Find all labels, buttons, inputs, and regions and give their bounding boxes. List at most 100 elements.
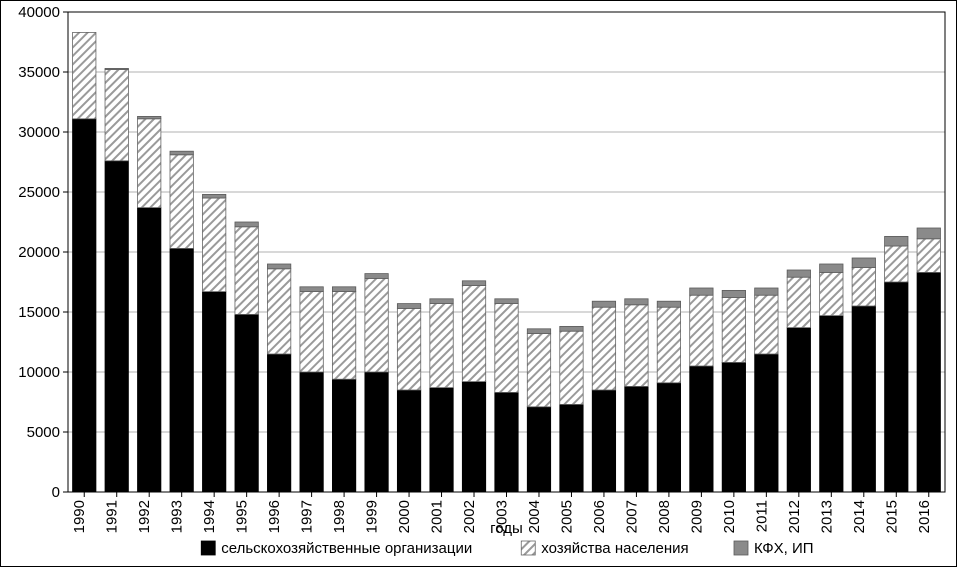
- bar-segment: [495, 304, 518, 393]
- legend-label: КФХ, ИП: [754, 540, 814, 557]
- bar-segment: [560, 331, 583, 404]
- bar-segment: [138, 208, 161, 492]
- x-tick-label: 1998: [331, 500, 348, 533]
- bar-segment: [267, 269, 290, 354]
- bar-segment: [560, 404, 583, 492]
- chart-container: 0500010000150002000025000300003500040000…: [0, 0, 957, 567]
- legend-label: сельскохозяйственные организации: [221, 540, 472, 557]
- x-axis-title: годы: [490, 520, 523, 537]
- x-tick-label: 2010: [721, 500, 738, 533]
- bar-segment: [852, 268, 875, 306]
- bar-segment: [365, 278, 388, 372]
- bar-segment: [430, 388, 453, 492]
- x-tick-label: 2009: [688, 500, 705, 533]
- bar-segment: [332, 379, 355, 492]
- x-tick-label: 2013: [818, 500, 835, 533]
- bar-segment: [852, 306, 875, 492]
- bar-segment: [430, 304, 453, 388]
- bar-segment: [527, 407, 550, 492]
- x-tick-label: 2000: [396, 500, 413, 533]
- bar-segment: [73, 119, 96, 492]
- bar-segment: [657, 307, 680, 383]
- legend-swatch: [521, 541, 535, 555]
- bar-segment: [365, 274, 388, 279]
- y-tick-label: 5000: [27, 424, 60, 441]
- bar-segment: [820, 272, 843, 315]
- legend-label: хозяйства населения: [541, 540, 688, 557]
- y-tick-label: 40000: [18, 4, 60, 21]
- x-tick-label: 2011: [753, 500, 770, 532]
- bar-segment: [755, 295, 778, 354]
- bar-segment: [105, 68, 128, 69]
- bar-segment: [462, 286, 485, 382]
- x-tick-label: 1996: [266, 500, 283, 533]
- bar-segment: [300, 287, 323, 292]
- bar-segment: [527, 334, 550, 407]
- bar-segment: [820, 316, 843, 492]
- bar-segment: [300, 372, 323, 492]
- bar-segment: [495, 299, 518, 304]
- x-tick-label: 2015: [883, 500, 900, 533]
- bar-segment: [495, 392, 518, 492]
- bar-segment: [365, 372, 388, 492]
- bar-segment: [885, 246, 908, 282]
- bar-segment: [690, 295, 713, 366]
- bar-segment: [170, 248, 193, 492]
- bar-segment: [820, 264, 843, 272]
- bar-segment: [722, 362, 745, 492]
- bar-segment: [625, 305, 648, 387]
- bar-segment: [462, 281, 485, 286]
- x-tick-label: 2006: [591, 500, 608, 533]
- x-tick-label: 2016: [916, 500, 933, 533]
- x-tick-label: 2004: [526, 500, 543, 533]
- x-tick-label: 2007: [623, 500, 640, 533]
- x-tick-label: 2005: [558, 500, 575, 533]
- y-tick-label: 10000: [18, 364, 60, 381]
- x-tick-label: 2012: [786, 500, 803, 533]
- bar-segment: [722, 290, 745, 297]
- bar-segment: [755, 354, 778, 492]
- bar-segment: [332, 292, 355, 380]
- y-tick-label: 35000: [18, 64, 60, 81]
- y-tick-label: 30000: [18, 124, 60, 141]
- bar-segment: [235, 314, 258, 492]
- x-tick-label: 1997: [299, 500, 316, 533]
- bar-segment: [690, 366, 713, 492]
- bar-segment: [397, 308, 420, 390]
- bar-segment: [722, 298, 745, 363]
- x-tick-label: 1999: [364, 500, 381, 533]
- bar-segment: [625, 386, 648, 492]
- legend-swatch: [734, 541, 748, 555]
- bar-segment: [73, 32, 96, 118]
- legend-swatch: [201, 541, 215, 555]
- bar-segment: [462, 382, 485, 492]
- x-tick-label: 1993: [169, 500, 186, 533]
- y-tick-label: 20000: [18, 244, 60, 261]
- bar-segment: [885, 236, 908, 246]
- bar-segment: [235, 227, 258, 315]
- y-tick-label: 25000: [18, 184, 60, 201]
- x-tick-label: 1992: [136, 500, 153, 533]
- bar-segment: [527, 329, 550, 334]
- x-tick-label: 2014: [851, 500, 868, 533]
- bar-segment: [917, 228, 940, 239]
- x-tick-label: 1991: [104, 500, 121, 533]
- bar-segment: [202, 198, 225, 292]
- x-tick-label: 2001: [429, 500, 446, 533]
- bar-segment: [755, 288, 778, 295]
- bar-segment: [170, 155, 193, 249]
- bar-segment: [105, 70, 128, 161]
- bar-segment: [397, 390, 420, 492]
- bar-segment: [917, 272, 940, 492]
- bar-segment: [202, 194, 225, 198]
- bar-segment: [138, 119, 161, 208]
- bar-segment: [267, 264, 290, 269]
- bar-segment: [105, 161, 128, 492]
- stacked-bar-chart: 0500010000150002000025000300003500040000…: [0, 0, 957, 567]
- bar-segment: [235, 222, 258, 227]
- bar-segment: [787, 270, 810, 277]
- bar-segment: [885, 282, 908, 492]
- bar-segment: [917, 239, 940, 273]
- y-tick-label: 15000: [18, 304, 60, 321]
- bar-segment: [397, 304, 420, 309]
